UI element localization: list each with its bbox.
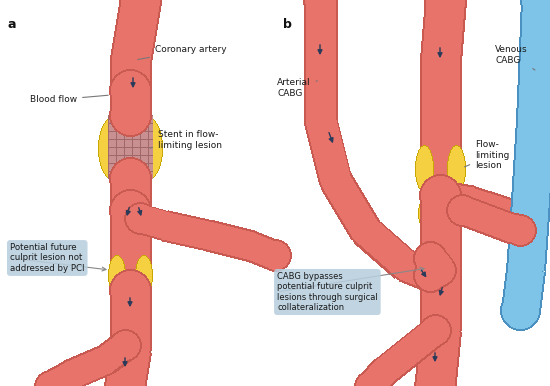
Text: Potential future
culprit lesion not
addressed by PCI: Potential future culprit lesion not addr… [10, 243, 85, 273]
Text: Stent in flow-
limiting lesion: Stent in flow- limiting lesion [150, 130, 222, 150]
Text: Arterial
CABG: Arterial CABG [277, 78, 317, 98]
Text: Flow-
limiting
lesion: Flow- limiting lesion [465, 140, 509, 170]
Text: Coronary artery: Coronary artery [138, 46, 227, 59]
Text: b: b [283, 18, 292, 31]
Text: Venous
CABG: Venous CABG [495, 45, 535, 70]
Text: CABG bypasses
potential future culprit
lesions through surgical
collateralizatio: CABG bypasses potential future culprit l… [277, 272, 378, 312]
Text: a: a [8, 18, 16, 31]
Text: Blood flow: Blood flow [30, 95, 108, 105]
